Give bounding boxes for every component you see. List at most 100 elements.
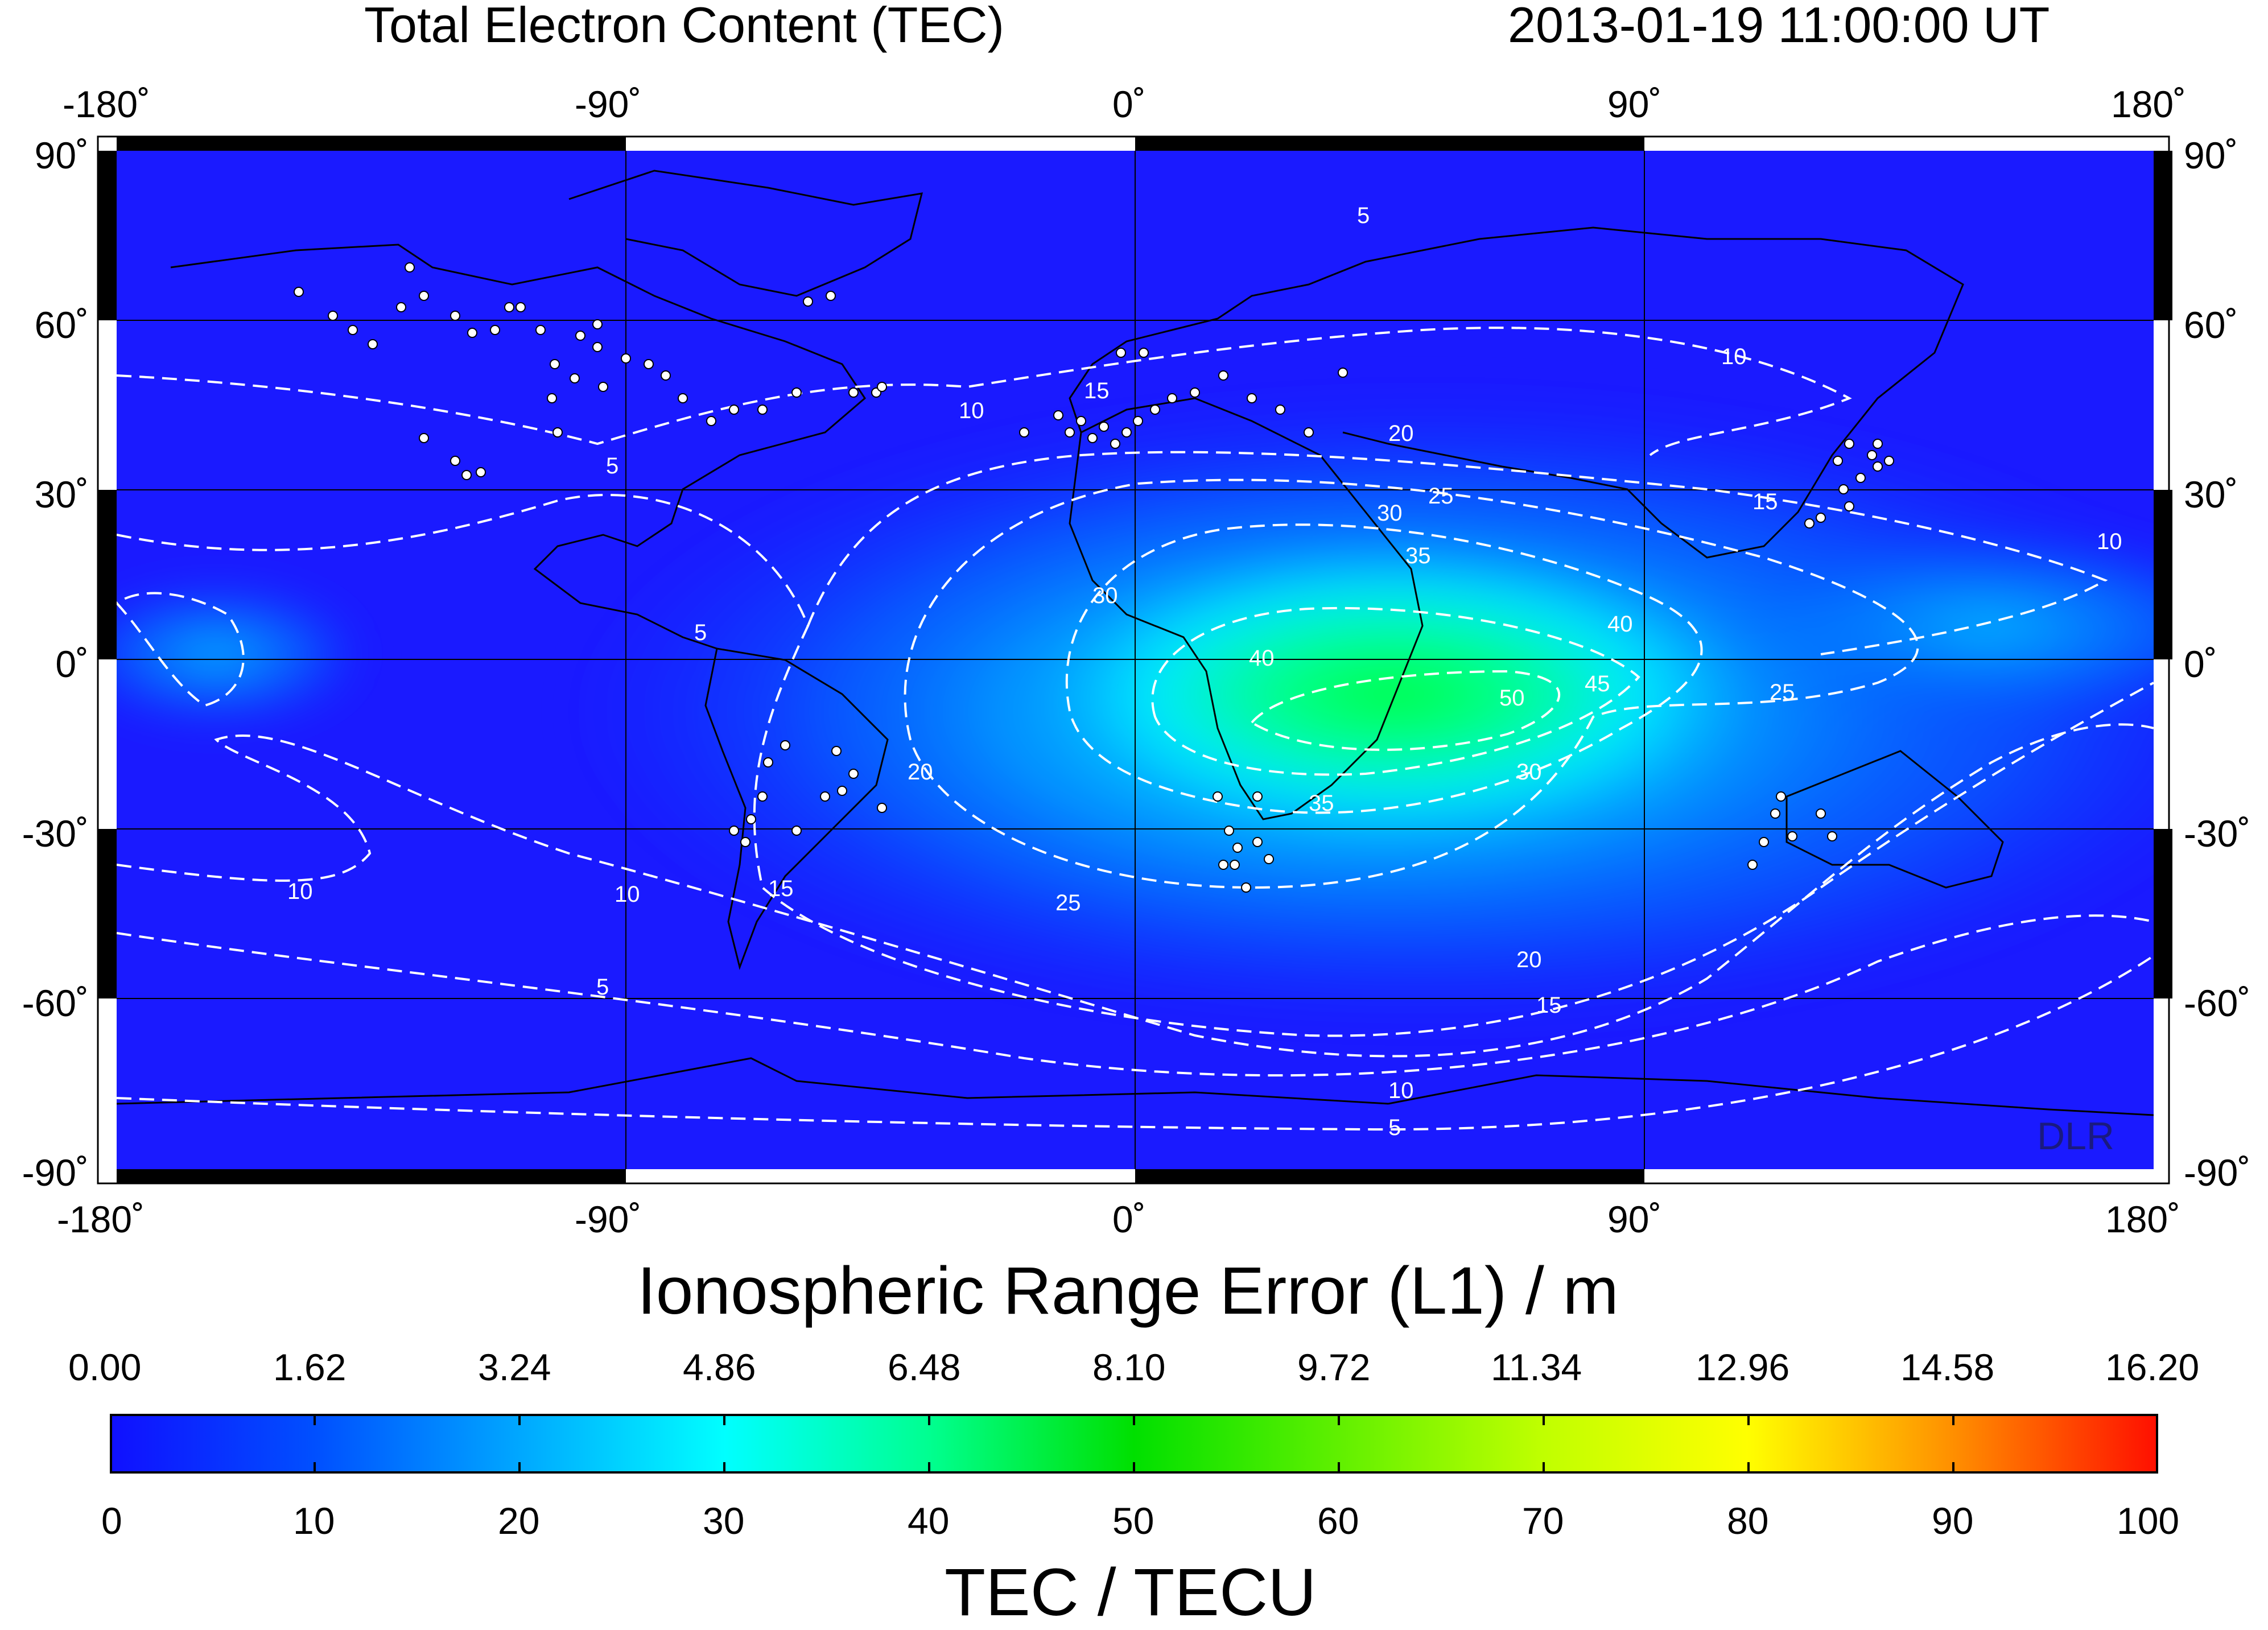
gnss-station bbox=[763, 757, 773, 767]
gnss-station bbox=[1218, 860, 1228, 870]
gnss-stations bbox=[294, 262, 1894, 893]
contour-label-30-asia: 30 bbox=[1377, 501, 1403, 526]
gnss-station bbox=[661, 370, 671, 381]
contour-label-15-indian: 15 bbox=[1536, 993, 1562, 1018]
color-bar-ticks bbox=[314, 1414, 1954, 1474]
tec-tick-2: 20 bbox=[498, 1500, 540, 1542]
lat-tick-left-m30: -30˚ bbox=[22, 812, 89, 855]
lon-tick-bottom-180: 180˚ bbox=[2105, 1198, 2181, 1240]
gnss-station bbox=[348, 325, 358, 335]
gnss-station bbox=[1133, 416, 1143, 426]
dlr-watermark: DLR bbox=[2037, 1115, 2114, 1158]
contour-label-20-indian: 20 bbox=[1516, 947, 1542, 972]
contour-labels: 5 5 5 5 5 10 10 10 10 10 10 15 15 15 15 … bbox=[287, 203, 2122, 1140]
gnss-station bbox=[450, 456, 460, 466]
gnss-station bbox=[1844, 501, 1854, 511]
gnss-station bbox=[547, 393, 557, 403]
tec-field bbox=[117, 393, 2154, 1030]
gnss-station bbox=[1816, 808, 1826, 819]
contour-label-5-south: 5 bbox=[596, 975, 609, 1000]
gnss-station bbox=[1121, 427, 1132, 438]
contour-label-15-satlantic: 15 bbox=[768, 876, 794, 901]
contour-label-10-pacific: 10 bbox=[2097, 529, 2122, 554]
gnss-station bbox=[1076, 416, 1086, 426]
gnss-station bbox=[396, 302, 406, 312]
range-error-tick-0: 0.00 bbox=[68, 1346, 142, 1388]
map-timestamp: 2013-01-19 11:00:00 UT bbox=[1508, 0, 2050, 53]
lat-tick-left-m60: -60˚ bbox=[22, 982, 89, 1024]
tec-tick-4: 40 bbox=[908, 1500, 950, 1542]
gnss-station bbox=[1338, 368, 1348, 378]
gnss-station bbox=[757, 405, 768, 415]
contour-label-25-south: 25 bbox=[1055, 890, 1081, 915]
contour-label-30-africa: 30 bbox=[1092, 583, 1118, 608]
gnss-station bbox=[1150, 405, 1160, 415]
gnss-station bbox=[450, 311, 460, 321]
gnss-station bbox=[1213, 791, 1223, 802]
contour-label-10-asia: 10 bbox=[1721, 344, 1747, 369]
gnss-station bbox=[780, 740, 790, 750]
lon-tick-bottom-90: 90˚ bbox=[1607, 1198, 1662, 1240]
gnss-station bbox=[848, 769, 859, 779]
gnss-station bbox=[1218, 370, 1228, 381]
lon-tick-top-90: 90˚ bbox=[1607, 83, 1662, 125]
gnss-station bbox=[644, 359, 654, 369]
gnss-station bbox=[621, 353, 631, 364]
gnss-station bbox=[1816, 513, 1826, 523]
gnss-station bbox=[419, 291, 429, 301]
gnss-station bbox=[1232, 843, 1243, 853]
gnss-station bbox=[1884, 456, 1894, 466]
contour-label-25-indonesia: 25 bbox=[1770, 680, 1795, 705]
gnss-station bbox=[1247, 393, 1257, 403]
gnss-station bbox=[592, 342, 603, 352]
contour-label-20-samerica: 20 bbox=[908, 760, 933, 785]
gnss-station bbox=[1224, 826, 1234, 836]
gnss-station bbox=[848, 387, 859, 398]
gnss-station bbox=[740, 837, 750, 847]
range-error-tick-8: 12.96 bbox=[1696, 1346, 1790, 1388]
range-error-tick-9: 14.58 bbox=[1900, 1346, 1995, 1388]
contour-label-35-asia: 35 bbox=[1405, 543, 1431, 568]
lon-tick-bottom-m180: -180˚ bbox=[57, 1198, 145, 1240]
lat-tick-left-60: 60˚ bbox=[34, 304, 89, 346]
tec-tick-3: 30 bbox=[703, 1500, 745, 1542]
contour-label-20-asia: 20 bbox=[1388, 421, 1414, 446]
gnss-station bbox=[550, 359, 560, 369]
range-error-tick-5: 8.10 bbox=[1092, 1346, 1166, 1388]
gnss-station bbox=[1116, 348, 1126, 358]
gnss-station bbox=[598, 382, 608, 392]
contour-label-15-europe: 15 bbox=[1084, 378, 1110, 403]
gnss-station bbox=[1190, 387, 1200, 398]
gnss-station bbox=[328, 311, 338, 321]
gnss-station bbox=[1867, 450, 1877, 460]
gnss-station bbox=[877, 803, 887, 813]
gnss-station bbox=[1275, 405, 1285, 415]
gnss-station bbox=[467, 328, 477, 338]
contour-label-25-asia: 25 bbox=[1428, 484, 1454, 509]
gnss-station bbox=[405, 262, 415, 273]
range-error-tick-6: 9.72 bbox=[1297, 1346, 1371, 1388]
gnss-station bbox=[837, 786, 847, 796]
tec-tick-10: 100 bbox=[2117, 1500, 2180, 1542]
gnss-station bbox=[476, 467, 486, 477]
gnss-station bbox=[729, 826, 739, 836]
gnss-station bbox=[1252, 791, 1263, 802]
gnss-station bbox=[552, 427, 563, 438]
gnss-station bbox=[535, 325, 546, 335]
tec-map: 5 5 5 5 5 10 10 10 10 10 10 15 15 15 15 … bbox=[97, 135, 2172, 1185]
gnss-station bbox=[1770, 808, 1780, 819]
tec-tick-8: 80 bbox=[1727, 1500, 1769, 1542]
contour-label-45: 45 bbox=[1585, 671, 1610, 696]
gnss-station bbox=[1167, 393, 1177, 403]
gnss-station bbox=[678, 393, 688, 403]
gnss-station bbox=[1747, 860, 1758, 870]
gnss-station bbox=[1264, 854, 1274, 864]
tec-tick-9: 90 bbox=[1932, 1500, 1974, 1542]
lon-tick-top-m180: -180˚ bbox=[63, 83, 151, 125]
lat-tick-right-m30: -30˚ bbox=[2184, 812, 2251, 855]
gnss-station bbox=[570, 373, 580, 383]
gnss-station bbox=[826, 291, 836, 301]
gnss-station bbox=[820, 791, 830, 802]
gnss-station bbox=[1776, 791, 1786, 802]
gnss-station bbox=[1838, 484, 1849, 494]
